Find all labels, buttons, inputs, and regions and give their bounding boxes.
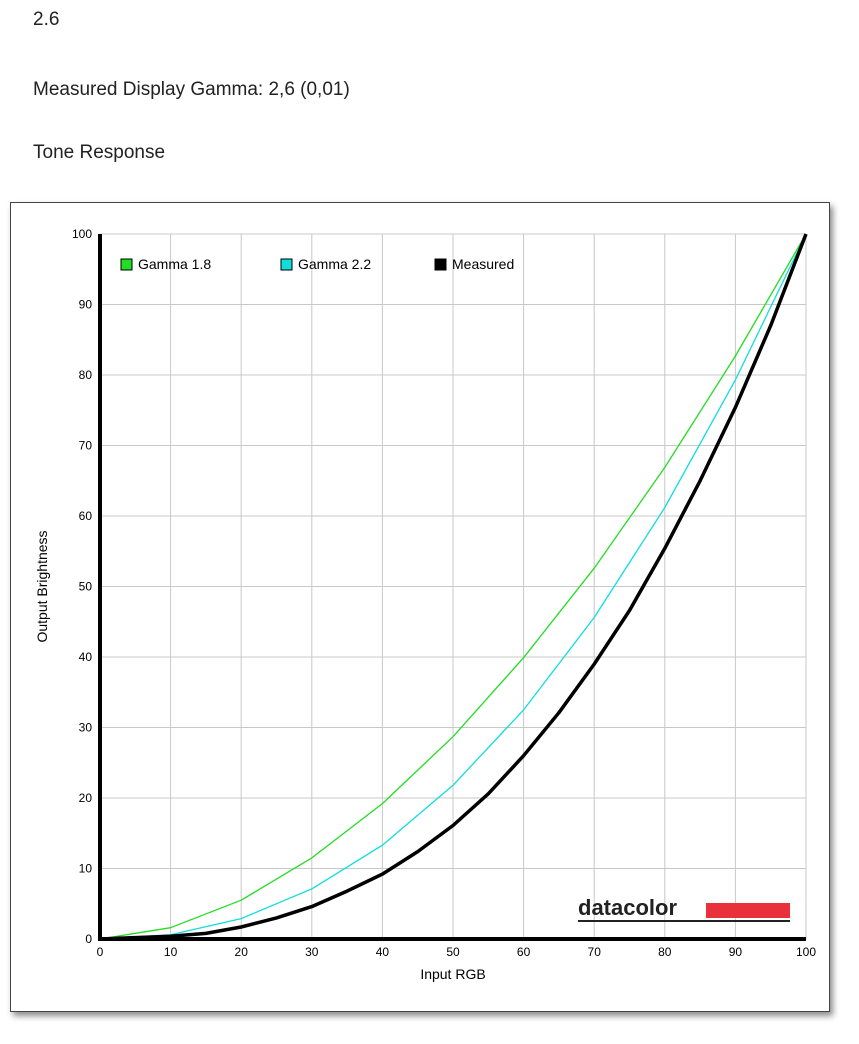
tone-response-chart: 0 10 20 30 40 50 60 70 80 90 100 0 10 20 30 40 50 60 70 80 9… [34, 227, 816, 982]
x-tick-label-60: 60 [517, 945, 531, 959]
y-tick-label-80: 80 [79, 368, 93, 382]
x-tick-label-100: 100 [796, 945, 816, 959]
y-axis-label: Output Brightness [34, 530, 50, 642]
legend-label-1: Gamma 2.2 [298, 256, 371, 272]
axes [98, 234, 806, 941]
logo-red-bar [706, 903, 790, 918]
x-tick-label-90: 90 [729, 945, 743, 959]
y-tick-label-30: 30 [79, 721, 93, 735]
legend-label-0: Gamma 1.8 [138, 256, 211, 272]
grid [99, 233, 807, 940]
legend-swatch-2 [434, 258, 447, 271]
legend-swatch-0 [120, 258, 133, 271]
y-tick-label-50: 50 [79, 580, 93, 594]
legend-label-2: Measured [452, 256, 514, 272]
x-tick-label-80: 80 [658, 945, 672, 959]
tick-labels: 0 10 20 30 40 50 60 70 80 90 100 0 10 20 30 40 50 60 70 80 9… [72, 227, 816, 959]
x-tick-label-0: 0 [97, 945, 104, 959]
measured-gamma-text: Measured Display Gamma: 2,6 (0,01) [33, 79, 350, 100]
y-tick-label-20: 20 [79, 791, 93, 805]
x-tick-label-70: 70 [588, 945, 602, 959]
y-tick-label-100: 100 [72, 227, 92, 241]
x-tick-label-20: 20 [235, 945, 249, 959]
x-axis-label: Input RGB [420, 966, 485, 982]
series-layer [99, 233, 808, 941]
y-tick-label-60: 60 [79, 509, 93, 523]
chart-container: 0 10 20 30 40 50 60 70 80 90 100 0 10 20 30 40 50 60 70 80 9… [10, 202, 830, 1012]
legend-swatch-1 [280, 258, 293, 271]
y-tick-label-90: 90 [79, 298, 93, 312]
y-tick-label-10: 10 [79, 862, 93, 876]
x-tick-label-30: 30 [305, 945, 319, 959]
x-tick-label-50: 50 [446, 945, 460, 959]
x-tick-label-10: 10 [164, 945, 178, 959]
datacolor-logo: datacolor [578, 895, 790, 922]
series-line-0 [99, 233, 807, 940]
x-tick-label-40: 40 [376, 945, 390, 959]
series-line-1 [99, 233, 807, 940]
y-tick-label-0: 0 [85, 932, 92, 946]
series-line-2 [99, 233, 808, 941]
logo-text: datacolor [578, 895, 677, 920]
legend: Gamma 1.8 Gamma 2.2 Measured [120, 256, 514, 272]
gamma-value: 2.6 [33, 9, 60, 30]
y-tick-label-70: 70 [79, 439, 93, 453]
section-title: Tone Response [33, 142, 166, 163]
y-tick-label-40: 40 [79, 650, 93, 664]
